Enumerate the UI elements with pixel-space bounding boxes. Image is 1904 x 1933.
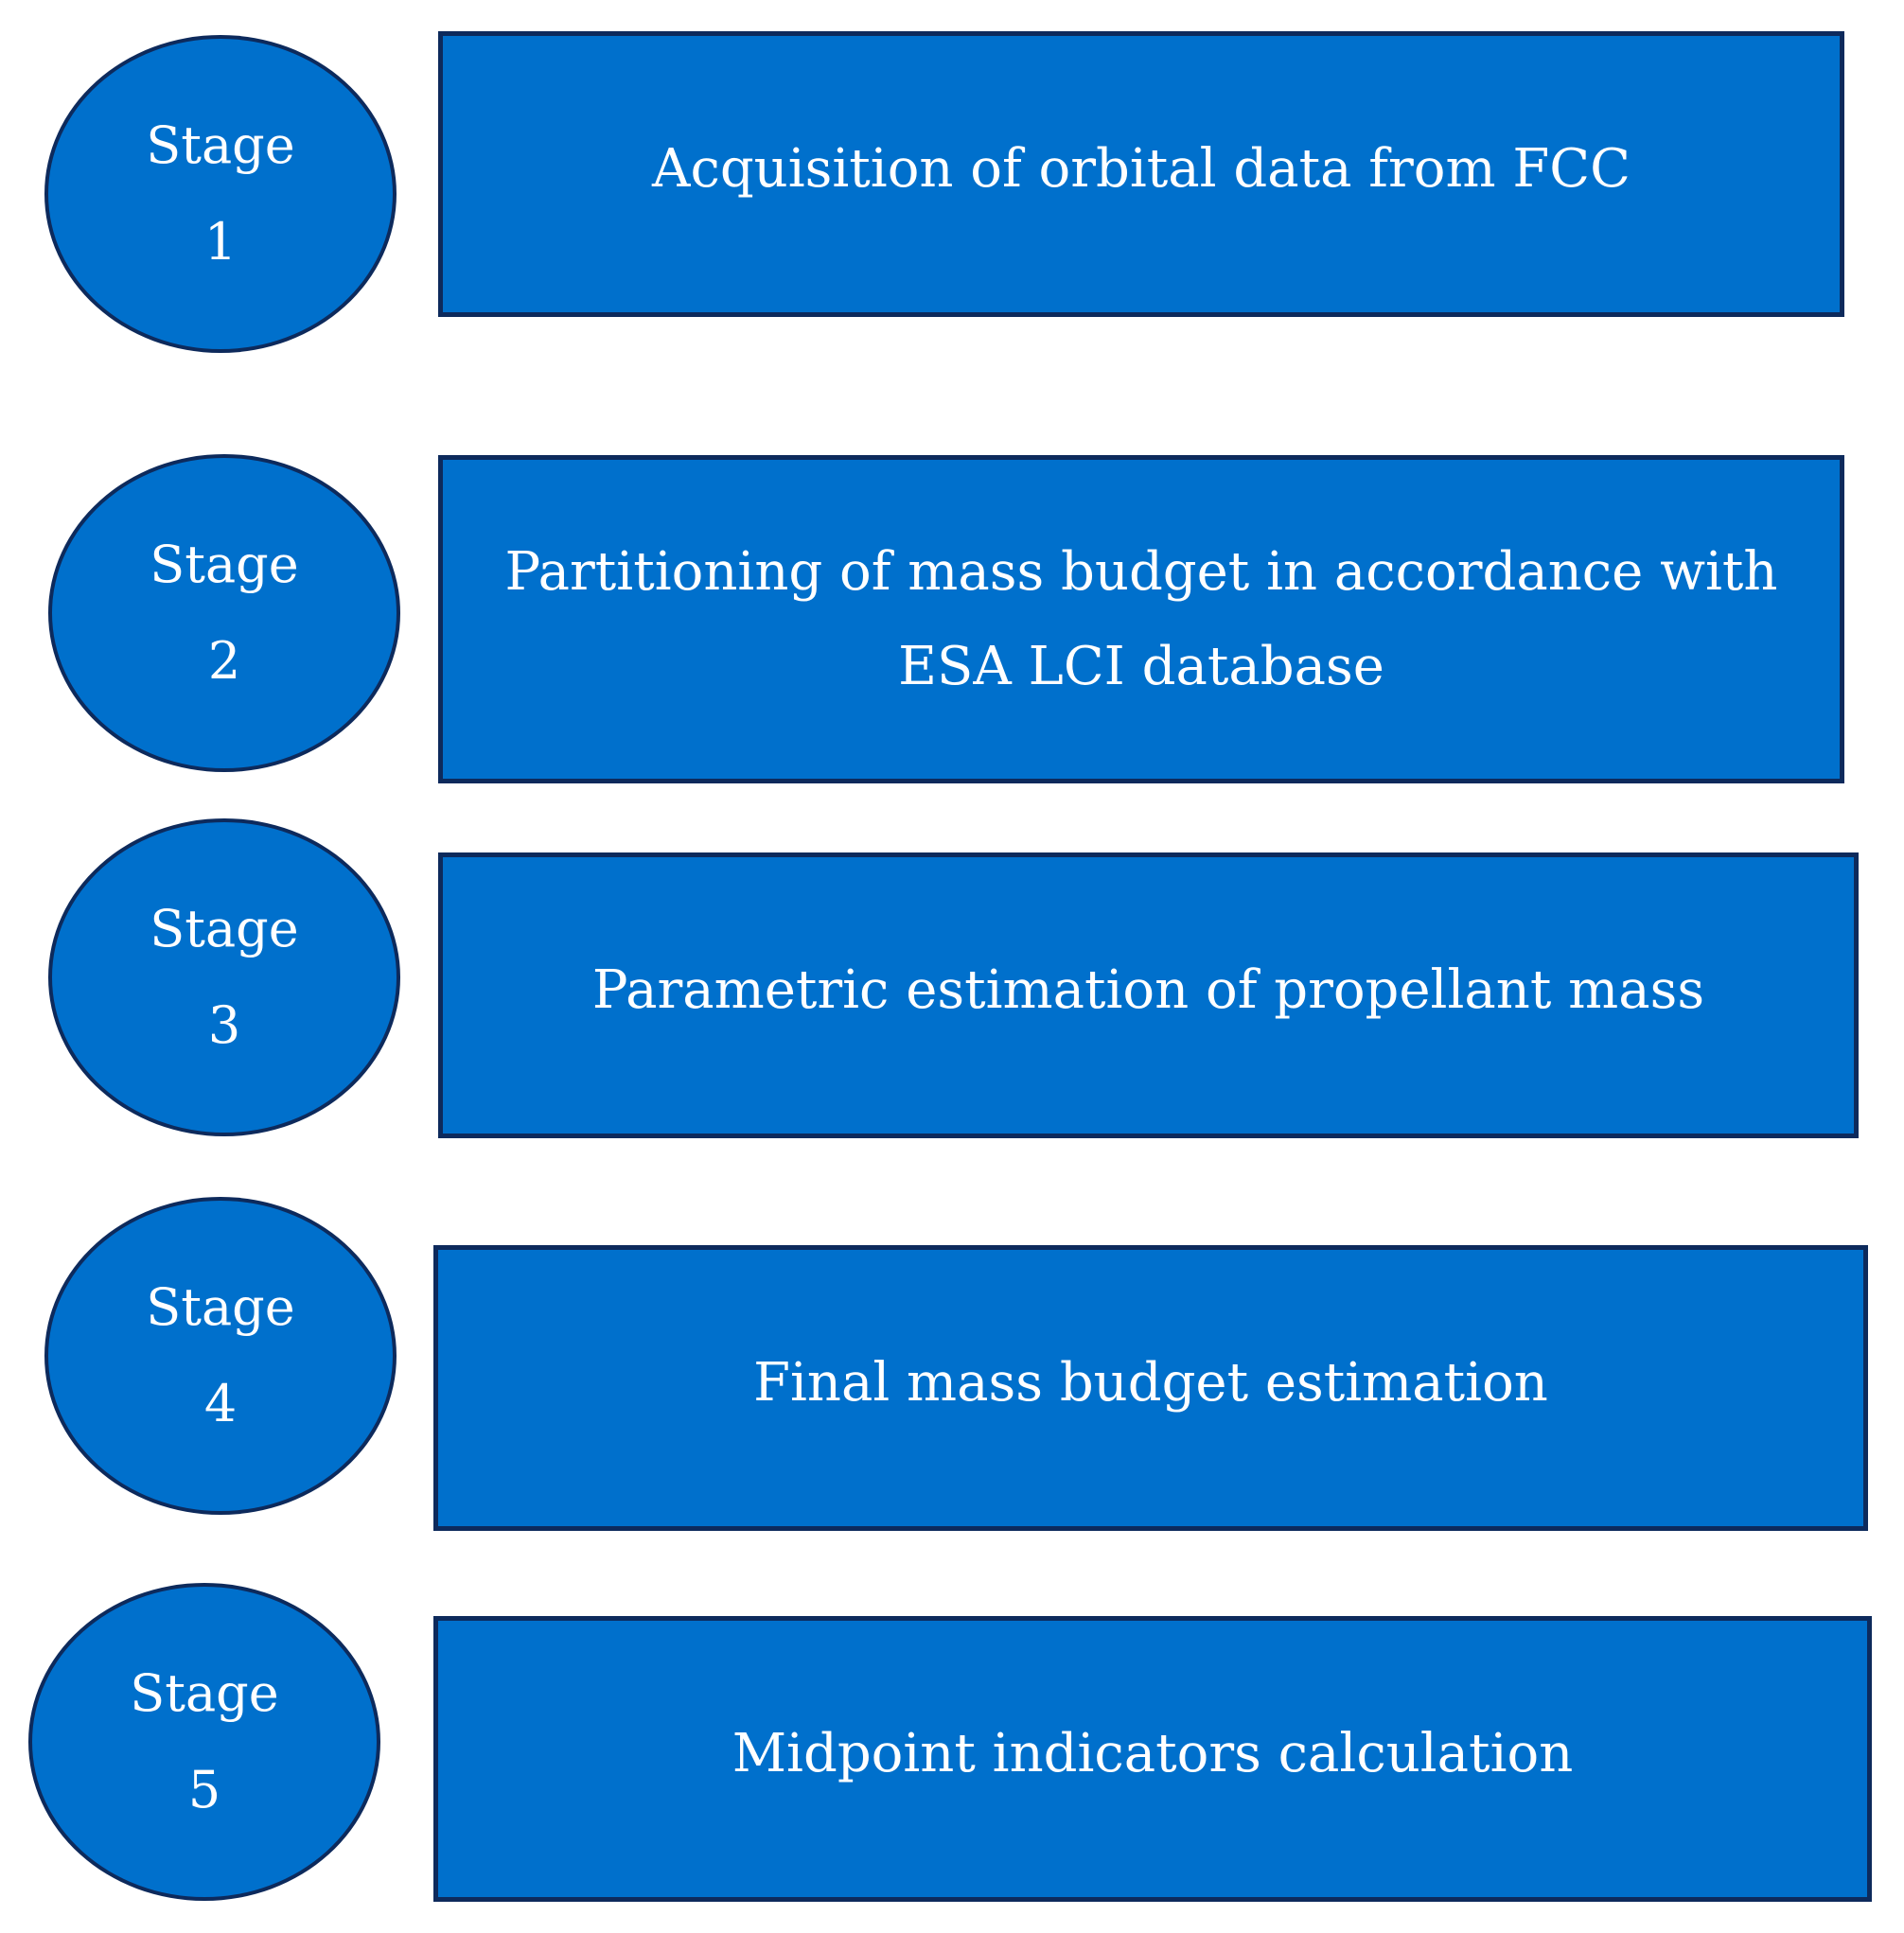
stage-2-description: Partitioning of mass budget in accordanc… xyxy=(504,540,1778,697)
stage-4-label: Stage xyxy=(146,1277,295,1337)
stage-4-description: Final mass budget estimation xyxy=(753,1352,1548,1414)
stage-1-circle: Stage 1 xyxy=(44,35,397,353)
stage-2-number: 2 xyxy=(207,631,241,691)
stage-4-circle: Stage 4 xyxy=(44,1197,397,1515)
stage-5-circle: Stage 5 xyxy=(28,1583,380,1901)
stage-3-label: Stage xyxy=(150,899,299,958)
stage-3-box: Parametric estimation of propellant mass xyxy=(438,852,1859,1138)
stage-3-circle: Stage 3 xyxy=(48,818,400,1136)
stage-1-number: 1 xyxy=(203,212,238,272)
stage-4-box: Final mass budget estimation xyxy=(433,1245,1868,1531)
stage-2-label: Stage xyxy=(150,535,299,594)
stage-5-description: Midpoint indicators calculation xyxy=(732,1723,1574,1784)
stage-3-description: Parametric estimation of propellant mass xyxy=(591,959,1705,1021)
stage-5-box: Midpoint indicators calculation xyxy=(433,1616,1872,1902)
stage-1-box: Acquisition of orbital data from FCC xyxy=(438,31,1844,317)
stage-4-number: 4 xyxy=(203,1374,238,1433)
stage-1-description: Acquisition of orbital data from FCC xyxy=(652,138,1631,200)
stage-2-box: Partitioning of mass budget in accordanc… xyxy=(438,455,1844,783)
stage-5-label: Stage xyxy=(130,1663,279,1723)
stage-2-circle: Stage 2 xyxy=(48,454,400,772)
stage-3-number: 3 xyxy=(207,995,241,1055)
stage-1-label: Stage xyxy=(146,115,295,175)
stage-5-number: 5 xyxy=(187,1760,221,1819)
